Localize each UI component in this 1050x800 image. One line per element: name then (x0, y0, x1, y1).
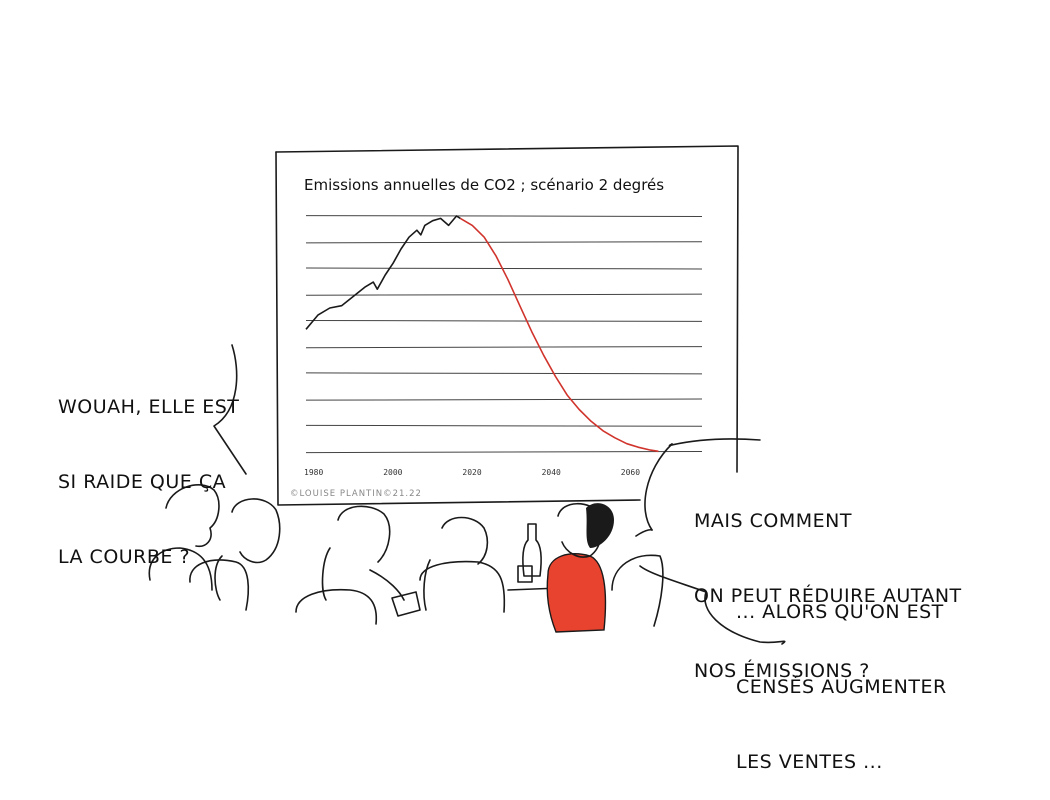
x-tick-label: 2060 (621, 468, 640, 477)
gridline (305, 398, 703, 401)
right-speech-line: ... ALORS QU'ON EST (736, 601, 944, 623)
left-bubble-outline (213, 344, 247, 475)
red-sweater (546, 553, 607, 633)
gridline (305, 293, 703, 296)
left-speech-line: SI RAIDE QUE ÇA (58, 471, 227, 493)
gridline (305, 319, 703, 322)
left-speech-line: WOUAH, ELLE EST (58, 396, 240, 418)
left-speech-line: LA COURBE ? (58, 546, 191, 568)
right-speech-line: MAIS COMMENT (694, 510, 852, 532)
chart-gridlines (305, 215, 703, 454)
gridline (305, 346, 703, 349)
historical-emissions-line (305, 215, 461, 330)
right-bubble-outline (635, 438, 786, 645)
x-tick-label: 2040 (542, 468, 561, 477)
hair-bun (586, 503, 614, 548)
gridline (305, 451, 703, 454)
x-tick-label: 2020 (462, 468, 481, 477)
x-tick-label: 2000 (383, 468, 402, 477)
gridline (305, 372, 703, 375)
credit-text: ©LOUISE PLANTIN©21.22 (290, 489, 422, 499)
chart-title: Emissions annuelles de CO2 ; scénario 2 … (304, 176, 664, 194)
right-speech-line: CENSÉS AUGMENTER (736, 676, 947, 698)
scenario-emissions-line (459, 217, 659, 453)
gridline (305, 424, 703, 427)
audience-drawing (148, 484, 664, 633)
right-speech-line: NOS ÉMISSIONS ? (694, 660, 870, 682)
gridline (305, 267, 703, 270)
left-speech-text: WOUAH, ELLE EST SI RAIDE QUE ÇA LA COURB… (58, 345, 239, 595)
presentation-screen: Emissions annuelles de CO2 ; scénario 2 … (275, 145, 739, 506)
chart-series (305, 215, 659, 453)
right-speech-line: ON PEUT RÉDUIRE AUTANT (694, 585, 962, 607)
gridline (305, 215, 703, 217)
right-speech-line: LES VENTES ... (736, 751, 883, 773)
right-speech-text-a: MAIS COMMENT ON PEUT RÉDUIRE AUTANT NOS … (694, 459, 962, 709)
chart-x-ticks: 1980 2000 2020 2040 2060 (304, 468, 640, 477)
right-speech-text-b: ... ALORS QU'ON EST CENSÉS AUGMENTER LES… (736, 550, 947, 800)
gridline (305, 241, 703, 244)
x-tick-label: 1980 (304, 468, 323, 477)
